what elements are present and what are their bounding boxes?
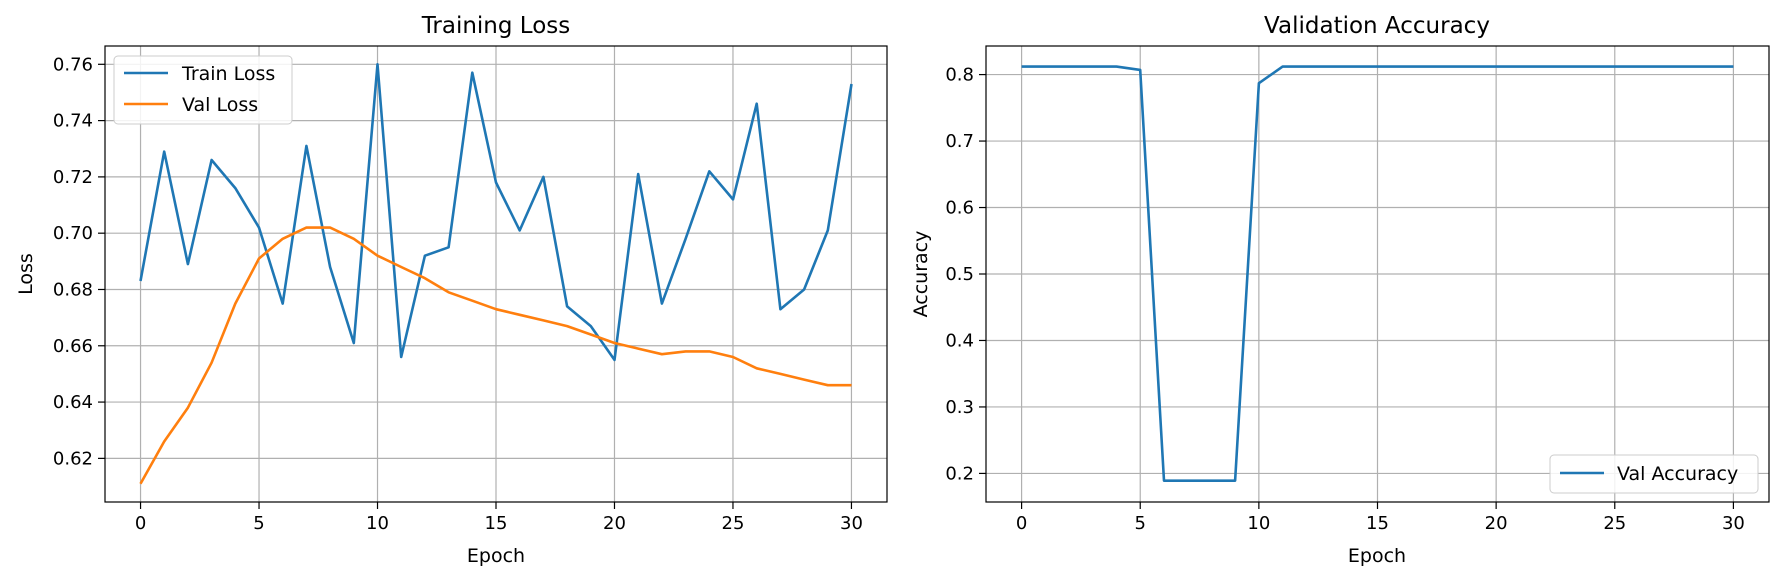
x-tick-label: 25 — [1603, 513, 1626, 534]
x-axis-label: Epoch — [467, 545, 525, 567]
y-axis-label: Accuracy — [910, 231, 932, 318]
x-tick-label: 20 — [1485, 513, 1508, 534]
y-tick-label: 0.8 — [945, 65, 974, 86]
legend-label-val-accuracy: Val Accuracy — [1617, 463, 1738, 485]
y-tick-label: 0.68 — [53, 279, 93, 300]
legend: Val Accuracy — [1549, 454, 1759, 494]
y-tick-label: 0.7 — [945, 131, 974, 152]
series-line-train-loss — [139, 63, 853, 362]
x-axis-label: Epoch — [1348, 545, 1406, 567]
x-tick-label: 15 — [1366, 513, 1389, 534]
chart-title: Training Loss — [421, 13, 571, 39]
validation-accuracy-chart: 0 5 10 15 20 25 30 0.2 0.3 0.4 0.5 0.6 0.7 0.8 Valida… — [910, 13, 1770, 567]
plot-frame — [104, 45, 888, 503]
y-tick-label: 0.76 — [53, 54, 93, 75]
x-tick-label: 30 — [1722, 513, 1745, 534]
y-tick-label: 0.3 — [945, 397, 974, 418]
y-tick-label: 0.6 — [945, 198, 974, 219]
chart-title: Validation Accuracy — [1264, 13, 1490, 39]
x-tick-label: 25 — [722, 513, 745, 534]
ticks: 0 5 10 15 20 25 30 0.2 0.3 0.4 0.5 0.6 0.7 0.8 — [945, 65, 1745, 534]
legend-label-train-loss: Train Loss — [181, 63, 275, 85]
x-tick-label: 10 — [1247, 513, 1270, 534]
series-line-val-accuracy — [1021, 65, 1734, 483]
x-tick-label: 10 — [366, 513, 389, 534]
legend-frame — [1549, 454, 1759, 494]
series-line-val-loss — [139, 226, 852, 485]
y-tick-label: 0.2 — [945, 463, 974, 484]
x-tick-label: 0 — [1016, 513, 1027, 534]
x-tick-label: 5 — [253, 513, 264, 534]
x-tick-label: 20 — [603, 513, 626, 534]
x-tick-label: 30 — [840, 513, 863, 534]
y-tick-label: 0.62 — [53, 448, 93, 469]
training-loss-chart: 0 5 10 15 20 25 30 0.62 0.64 0.66 0.68 0.70 0.72 0.74… — [15, 13, 888, 567]
y-tick-label: 0.4 — [945, 330, 974, 351]
y-tick-label: 0.64 — [53, 392, 93, 413]
ticks: 0 5 10 15 20 25 30 0.62 0.64 0.66 0.68 0.70 0.72 0.74… — [53, 54, 863, 534]
y-tick-label: 0.74 — [53, 111, 93, 132]
legend-label-val-loss: Val Loss — [182, 94, 258, 116]
x-tick-label: 15 — [485, 513, 508, 534]
y-tick-label: 0.72 — [53, 167, 93, 188]
y-tick-label: 0.70 — [53, 223, 93, 244]
y-axis-label: Loss — [15, 253, 37, 295]
grid — [986, 46, 1769, 502]
legend: Train Loss Val Loss — [113, 55, 293, 125]
y-tick-label: 0.5 — [945, 264, 974, 285]
x-tick-label: 0 — [135, 513, 146, 534]
series-lines — [139, 63, 853, 485]
plot-frame — [985, 45, 1770, 503]
series-lines — [1021, 65, 1734, 483]
x-tick-label: 5 — [1135, 513, 1146, 534]
y-tick-label: 0.66 — [53, 336, 93, 357]
